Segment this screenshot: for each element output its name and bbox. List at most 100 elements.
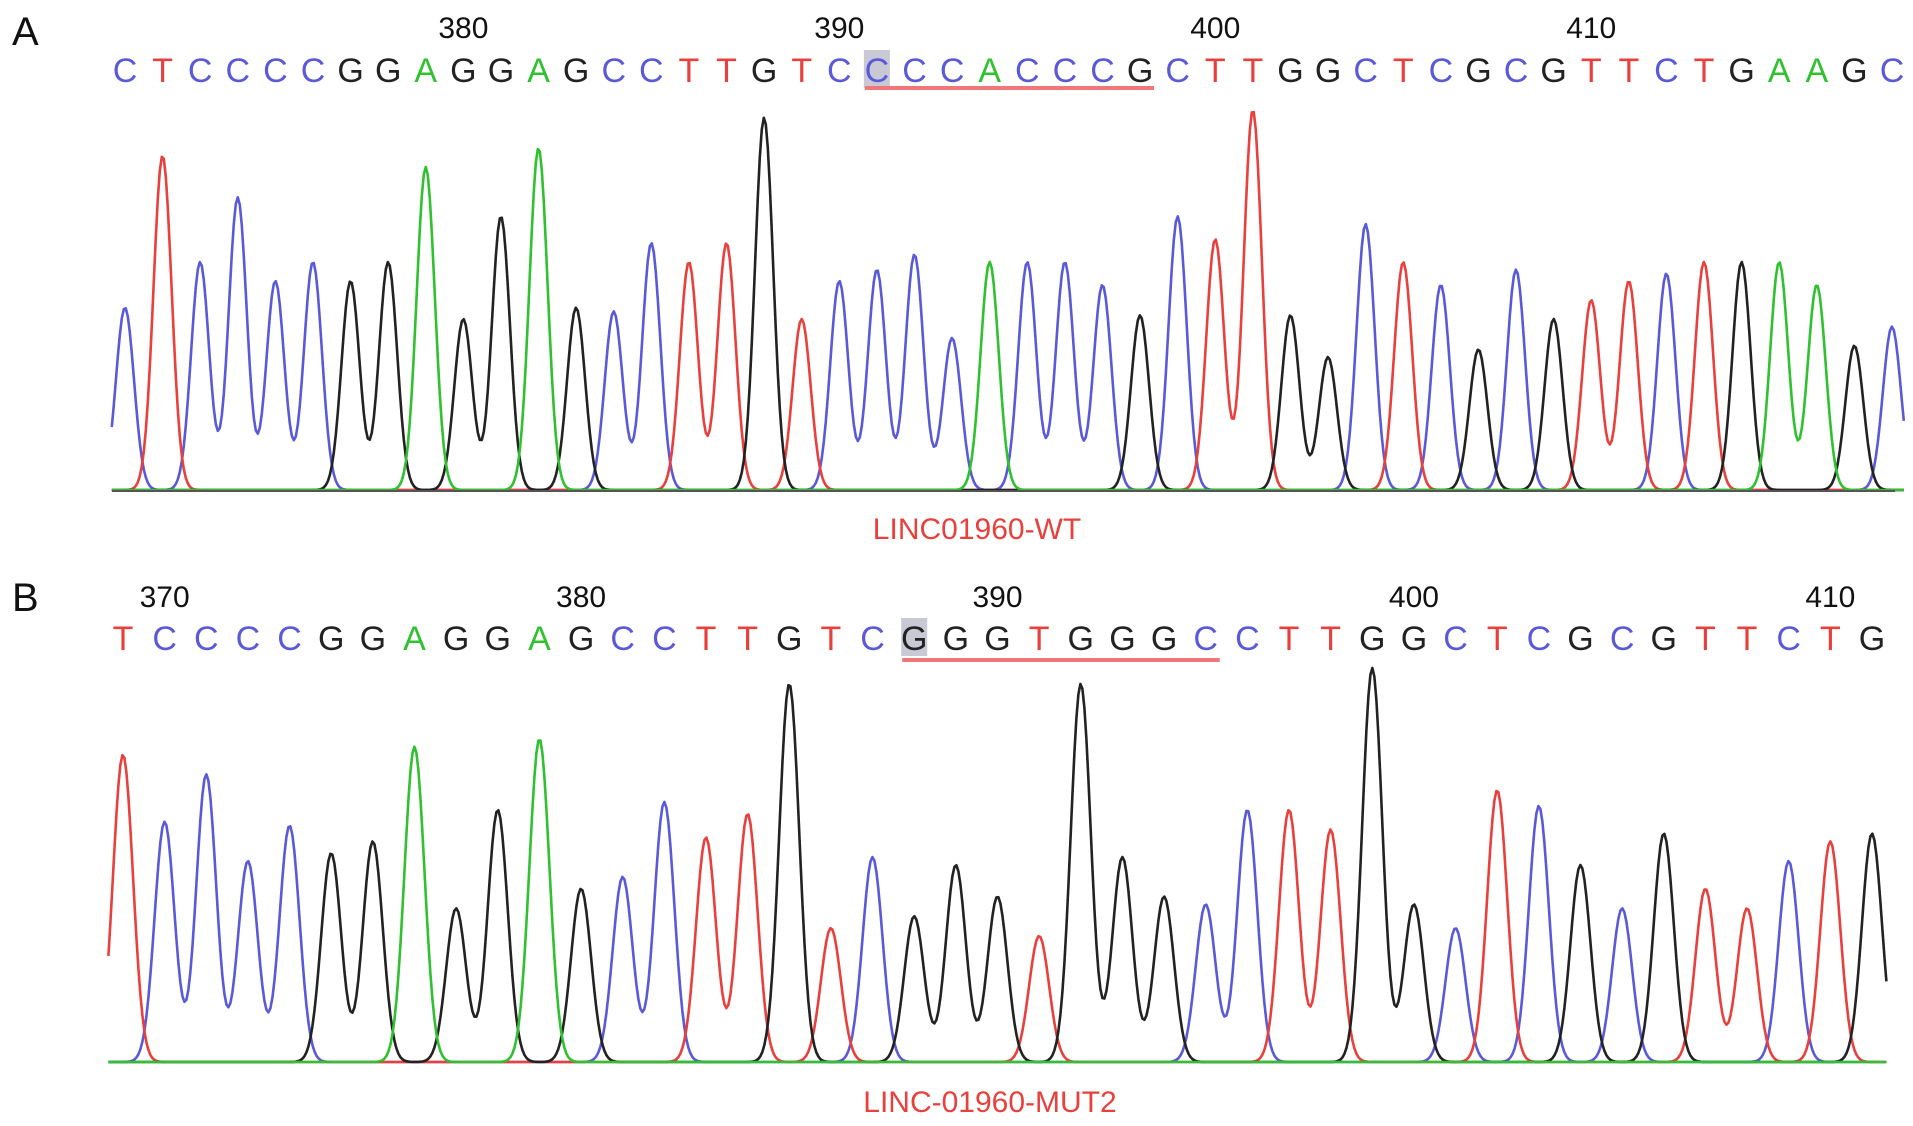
base-call-T: T [1737, 620, 1758, 658]
base-call-T: T [1581, 52, 1602, 90]
highlighted-base-box [863, 50, 890, 88]
base-call-G: G [450, 52, 476, 90]
base-call-G: G [443, 620, 469, 658]
base-call-T: T [1205, 52, 1226, 90]
position-label: 390 [814, 12, 864, 45]
position-label: 380 [556, 581, 606, 614]
base-call-C: C [865, 52, 890, 90]
base-call-C: C [188, 52, 213, 90]
base-call-C: C [277, 620, 302, 658]
base-call-G: G [1651, 620, 1677, 658]
base-call-C: C [226, 52, 251, 90]
base-call-G: G [1151, 620, 1177, 658]
base-call-T: T [1694, 52, 1715, 90]
base-call-T: T [1820, 620, 1841, 658]
base-call-G: G [1567, 620, 1593, 658]
base-call-G: G [1401, 620, 1427, 658]
base-call-C: C [902, 52, 927, 90]
base-call-G: G [1315, 52, 1341, 90]
base-call-C: C [236, 620, 261, 658]
base-call-C: C [301, 52, 326, 90]
base-call-C: C [113, 52, 138, 90]
base-call-G: G [337, 52, 363, 90]
base-call-G: G [1109, 620, 1135, 658]
base-call-C: C [940, 52, 965, 90]
base-call-G: G [360, 620, 386, 658]
position-label: 400 [1190, 12, 1240, 45]
trace-A [108, 739, 1887, 1064]
base-call-C: C [610, 620, 635, 658]
base-call-T: T [716, 52, 737, 90]
base-call-T: T [1320, 620, 1341, 658]
base-call-G: G [943, 620, 969, 658]
base-call-A: A [1768, 52, 1791, 90]
base-call-C: C [1443, 620, 1468, 658]
position-label: 370 [140, 581, 190, 614]
panel-label-a: A [12, 10, 39, 54]
base-call-C: C [1776, 620, 1801, 658]
base-call-T: T [737, 620, 758, 658]
base-call-C: C [1504, 52, 1529, 90]
position-label: 410 [1566, 12, 1616, 45]
base-call-A: A [527, 52, 550, 90]
base-call-T: T [1487, 620, 1508, 658]
base-call-G: G [1277, 52, 1303, 90]
base-call-C: C [860, 620, 885, 658]
base-call-T: T [1279, 620, 1300, 658]
base-call-C: C [1429, 52, 1454, 90]
base-call-C: C [1015, 52, 1040, 90]
base-call-G: G [1465, 52, 1491, 90]
base-call-C: C [1193, 620, 1218, 658]
position-label: 390 [972, 581, 1022, 614]
base-call-T: T [696, 620, 717, 658]
base-call-T: T [1029, 620, 1050, 658]
position-label: 400 [1389, 581, 1439, 614]
base-call-C: C [652, 620, 677, 658]
base-call-A: A [528, 620, 551, 658]
base-call-T: T [1618, 52, 1639, 90]
base-call-C: C [601, 52, 626, 90]
base-call-C: C [1053, 52, 1078, 90]
base-call-C: C [1090, 52, 1115, 90]
base-call-T: T [1695, 620, 1716, 658]
base-call-G: G [1359, 620, 1385, 658]
panel-b-caption: LINC-01960-MUT2 [863, 1086, 1116, 1119]
position-label: 410 [1805, 581, 1855, 614]
base-call-T: T [1393, 52, 1414, 90]
base-call-C: C [1654, 52, 1679, 90]
base-call-A: A [978, 52, 1001, 90]
base-call-G: G [776, 620, 802, 658]
base-call-T: T [679, 52, 700, 90]
base-call-G: G [485, 620, 511, 658]
base-call-C: C [827, 52, 852, 90]
base-call-C: C [263, 52, 288, 90]
base-call-T: T [113, 620, 134, 658]
base-call-G: G [318, 620, 344, 658]
base-call-G: G [901, 620, 927, 658]
base-call-A: A [1805, 52, 1828, 90]
base-call-G: G [1859, 620, 1885, 658]
panel-a-position-labels: 380 390 400 410 [438, 12, 1616, 45]
base-call-C: C [1235, 620, 1260, 658]
base-call-A: A [403, 620, 426, 658]
base-call-T: T [152, 52, 173, 90]
panel-label-b: B [12, 576, 39, 620]
base-call-G: G [1127, 52, 1153, 90]
base-call-C: C [194, 620, 219, 658]
base-call-G: G [375, 52, 401, 90]
base-call-C: C [152, 620, 177, 658]
base-call-G: G [563, 52, 589, 90]
base-call-T: T [791, 52, 812, 90]
trace-G [108, 666, 1888, 1064]
base-call-C: C [1165, 52, 1190, 90]
panel-a-caption: LINC01960-WT [873, 513, 1081, 546]
panel-b-position-labels: 370 380 390 400 410 [140, 581, 1856, 614]
base-call-C: C [1527, 620, 1552, 658]
base-call-G: G [1540, 52, 1566, 90]
base-call-G: G [1728, 52, 1754, 90]
